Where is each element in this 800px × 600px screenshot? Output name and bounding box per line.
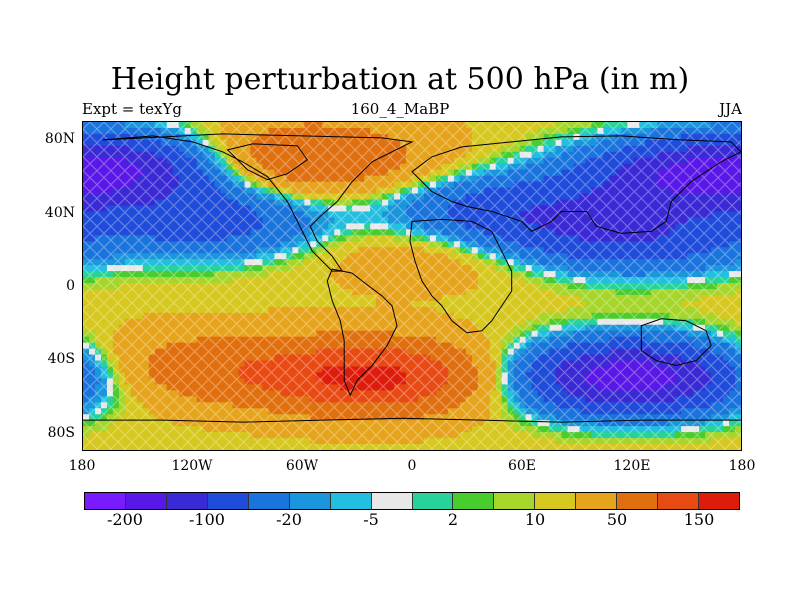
- map-plot: [82, 121, 742, 451]
- right-string: JJA: [719, 100, 742, 118]
- plot-title: Height perturbation at 500 hPa (in m): [110, 62, 690, 97]
- left-string: Expt = texYg: [82, 100, 183, 118]
- center-string: 160_4_MaBP: [350, 100, 450, 118]
